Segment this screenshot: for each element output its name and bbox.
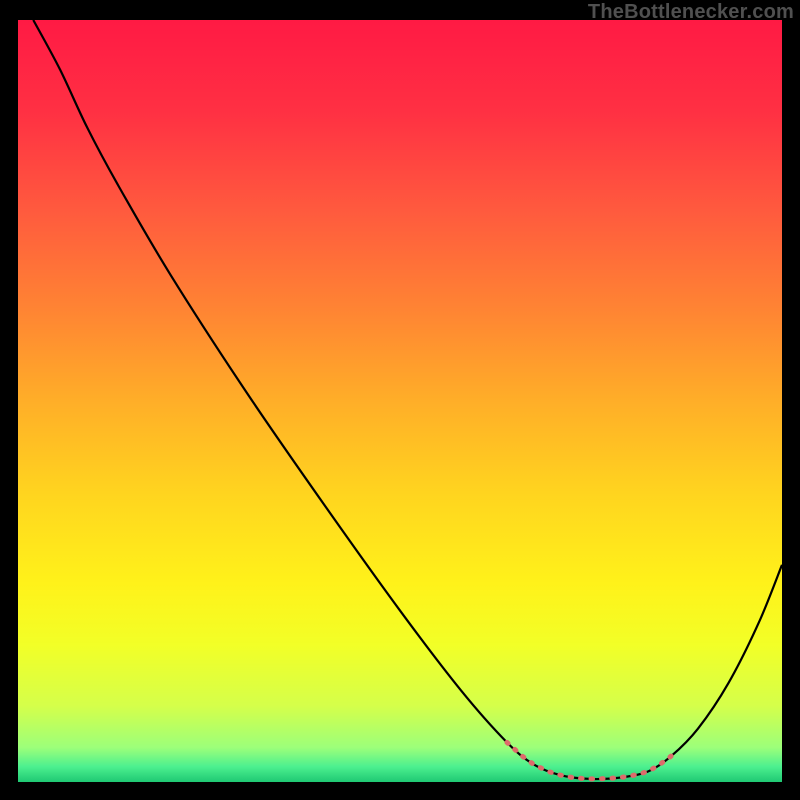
bottleneck-curve [33, 20, 782, 779]
optimal-range-markers [507, 742, 677, 779]
chart-plot [18, 20, 782, 782]
watermark-text: TheBottlenecker.com [588, 1, 794, 24]
chart-container: TheBottlenecker.com [0, 0, 800, 800]
